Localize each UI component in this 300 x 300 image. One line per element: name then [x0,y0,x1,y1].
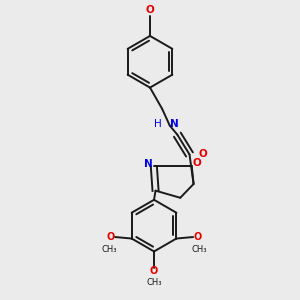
Text: O: O [199,149,207,159]
Text: O: O [106,232,115,242]
Text: N: N [144,159,153,169]
Text: N: N [170,119,178,129]
Text: H: H [154,119,162,129]
Text: CH₃: CH₃ [101,244,117,253]
Text: O: O [150,266,158,276]
Text: CH₃: CH₃ [191,244,207,253]
Text: O: O [194,232,202,242]
Text: O: O [146,5,154,15]
Text: O: O [193,158,202,168]
Text: CH₃: CH₃ [146,278,162,287]
